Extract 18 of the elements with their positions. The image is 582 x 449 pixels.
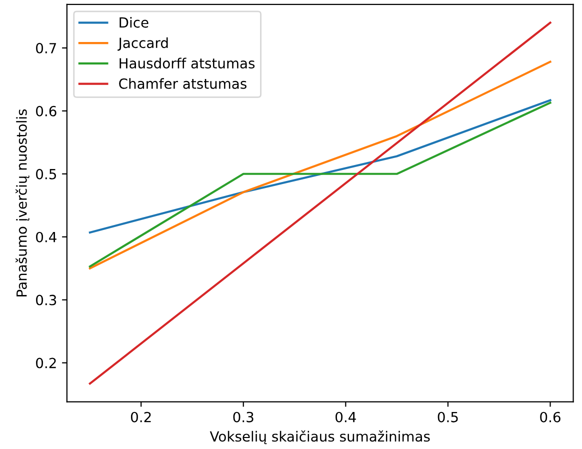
x-axis-title: Vokselių skaičiaus sumažinimas: [210, 430, 430, 444]
y-tick-label: 0.7: [36, 42, 56, 54]
y-tick-label: 0.3: [36, 294, 56, 306]
y-tick-label: 0.4: [36, 232, 56, 242]
y-tick-label: 0.6: [36, 106, 56, 116]
legend-label: Dice: [120, 16, 148, 28]
x-tick-label: 0.6: [540, 412, 560, 422]
x-tick-label: 0.3: [233, 412, 254, 422]
y-tick-label: 0.5: [36, 168, 56, 180]
legend-label: Jaccard: [118, 37, 168, 51]
x-tick-label: 0.4: [336, 412, 356, 422]
legend-label: Hausdorff atstumas: [120, 58, 255, 69]
legend-label: Chamfer atstumas: [119, 78, 246, 89]
y-tick-label: 0.2: [36, 358, 56, 368]
y-axis-title: Panašumo įverčių nuostolis: [16, 109, 30, 296]
x-tick-label: 0.2: [130, 412, 151, 422]
line-series: [88, 99, 552, 234]
x-tick-label: 0.5: [438, 412, 458, 422]
